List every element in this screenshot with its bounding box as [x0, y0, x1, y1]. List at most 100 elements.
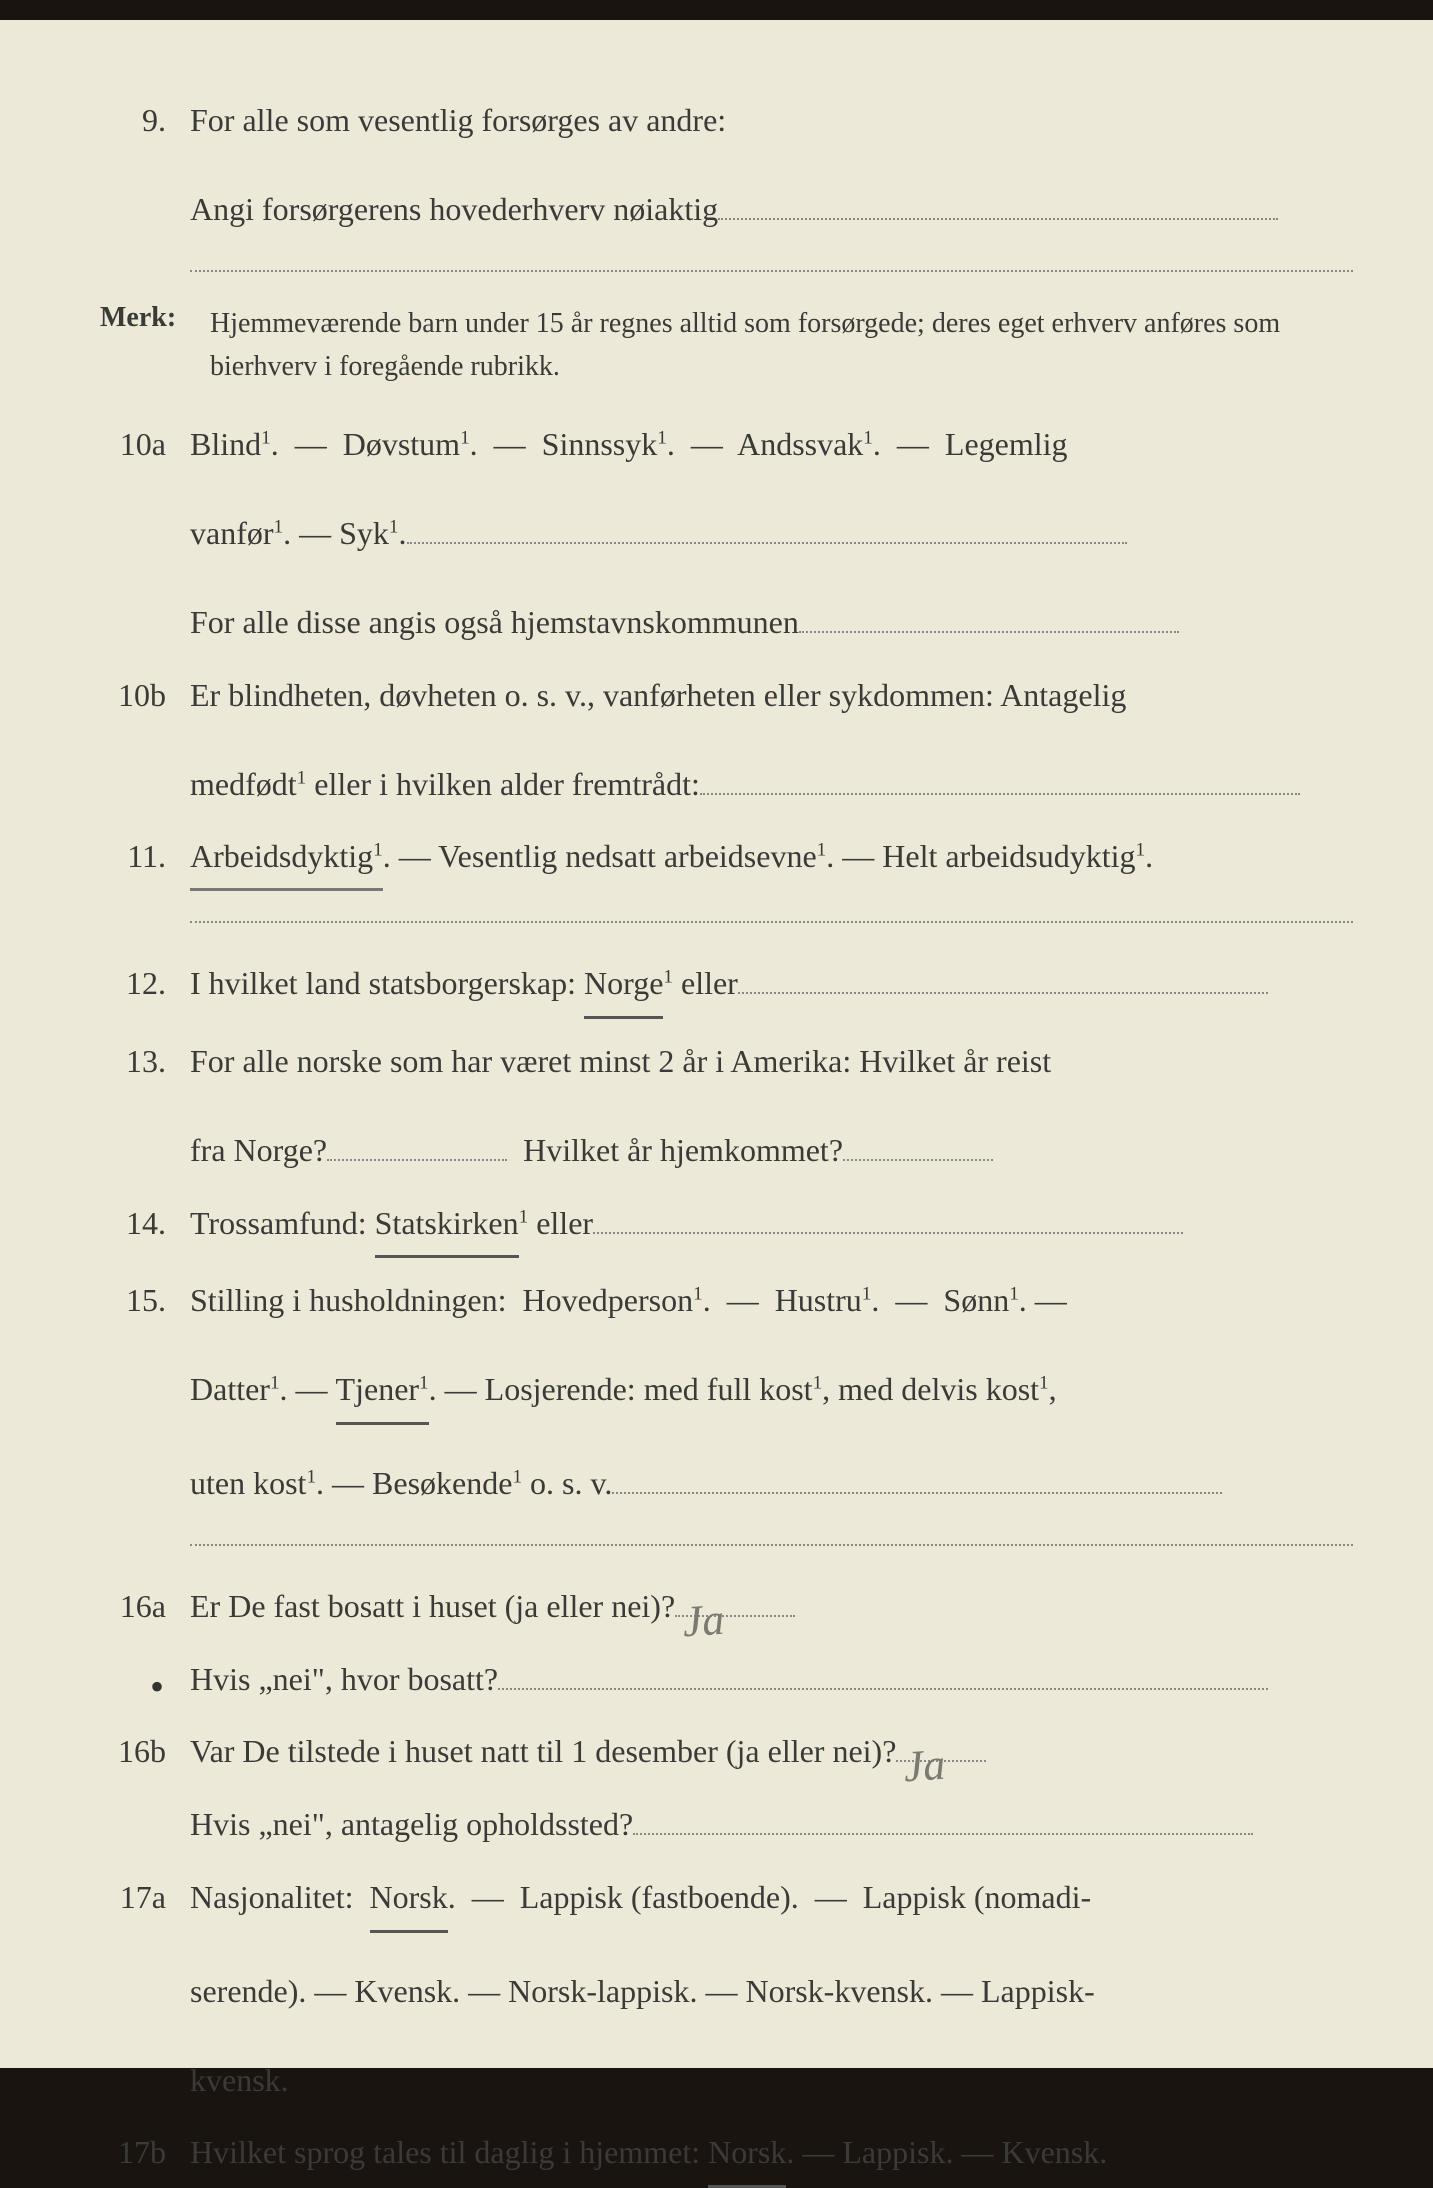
- q9-line1: For alle som vesentlig forsørges av andr…: [190, 90, 1343, 151]
- q14-content: Trossamfund: Statskirken1 eller: [190, 1193, 1353, 1259]
- q13: 13. For alle norske som har været minst …: [100, 1031, 1353, 1181]
- q12: 12. I hvilket land statsborgerskap: Norg…: [100, 953, 1353, 1019]
- q11-opt1: Arbeidsdyktig: [190, 838, 373, 874]
- q14-blank[interactable]: [593, 1232, 1183, 1234]
- q10b-rest: eller i hvilken alder fremtrådt:: [306, 766, 700, 802]
- q10a-blank2[interactable]: [799, 631, 1179, 633]
- q13-blank2[interactable]: [843, 1159, 993, 1161]
- merk-text: Hjemmeværende barn under 15 år regnes al…: [210, 302, 1353, 389]
- q15-number: 15.: [100, 1270, 190, 1513]
- q10a-blank[interactable]: [407, 542, 1127, 544]
- q11-number: 11.: [100, 826, 190, 891]
- q9-line2: Angi forsørgerens hovederhverv nøiaktig: [190, 179, 1343, 240]
- q16a-number: 16a: [100, 1576, 190, 1637]
- q17a-norsk-underlined: Norsk: [370, 1867, 448, 1933]
- q12-eller: eller: [673, 965, 738, 1001]
- q17b: 17b Hvilket sprog tales til daglig i hje…: [100, 2122, 1353, 2188]
- q15-sonn: Sønn: [943, 1282, 1009, 1318]
- merk-label: Merk:: [100, 302, 210, 389]
- q9: 9. For alle som vesentlig forsørges av a…: [100, 90, 1353, 240]
- q10b-medfodt: medfødt: [190, 766, 297, 802]
- q16b-hvis-blank[interactable]: [633, 1833, 1253, 1835]
- q13-fra: fra Norge?: [190, 1132, 327, 1168]
- q16b-answer-blank[interactable]: Ja: [896, 1760, 986, 1762]
- q17a-content: Nasjonalitet: Norsk. — Lappisk (fastboen…: [190, 1867, 1353, 2110]
- opt-sinnssyk: Sinnssyk: [542, 426, 658, 462]
- q15-hovedperson: Hovedperson: [522, 1282, 693, 1318]
- q10a-line3: For alle disse angis også hjemstavnskomm…: [190, 592, 1343, 653]
- q16a-hvis-num: [100, 1649, 190, 1710]
- q16b-content: Var De tilstede i huset natt til 1 desem…: [190, 1721, 1353, 1782]
- q17a-line2: serende). — Kvensk. — Norsk-lappisk. — N…: [190, 1961, 1343, 2022]
- q11-opt1-underlined: Arbeidsdyktig1: [190, 826, 383, 891]
- q13-line1: For alle norske som har været minst 2 år…: [190, 1031, 1343, 1092]
- q17b-norsk: Norsk: [708, 2134, 786, 2170]
- opt-blind: Blind: [190, 426, 261, 462]
- q15-label: Stilling i husholdningen:: [190, 1282, 514, 1318]
- q10a-line2: vanfør1. — Syk1.: [190, 503, 1343, 564]
- q17a: 17a Nasjonalitet: Norsk. — Lappisk (fast…: [100, 1867, 1353, 2110]
- q15-line2: Datter1. — Tjener1. — Losjerende: med fu…: [190, 1359, 1343, 1425]
- q17b-text: Hvilket sprog tales til daglig i hjemmet…: [190, 2134, 708, 2170]
- q17a-norsk-lapp: Norsk-lappisk: [508, 1973, 689, 2009]
- q16b-question: Var De tilstede i huset natt til 1 desem…: [190, 1733, 896, 1769]
- q16b-answer-hand: Ja: [901, 1723, 948, 1809]
- q10b-blank[interactable]: [700, 793, 1300, 795]
- q16a-hvis-blank[interactable]: [498, 1688, 1268, 1690]
- q16b-hvis-row: Hvis „nei", antagelig opholdssted?: [100, 1794, 1353, 1855]
- q15-full: med full kost: [644, 1371, 813, 1407]
- q12-content: I hvilket land statsborgerskap: Norge1 e…: [190, 953, 1353, 1019]
- q15-tjener: Tjener: [336, 1371, 420, 1407]
- q17a-lapp-nomad-b: serende): [190, 1973, 298, 2009]
- q10a-line3-text: For alle disse angis også hjemstavnskomm…: [190, 604, 799, 640]
- opt-legemlig: Legemlig: [945, 426, 1068, 462]
- q16b-hvis: Hvis „nei", antagelig opholdssted?: [190, 1806, 633, 1842]
- q15-besok: Besøkende: [372, 1465, 512, 1501]
- q16a-answer-blank[interactable]: Ja: [675, 1615, 795, 1617]
- q17b-kvensk: Kvensk: [1001, 2134, 1099, 2170]
- q11-opt3: Helt arbeidsudyktig: [882, 838, 1135, 874]
- q10b: 10b Er blindheten, døvheten o. s. v., va…: [100, 665, 1353, 815]
- q17b-number: 17b: [100, 2122, 190, 2188]
- q15-blank[interactable]: [612, 1492, 1222, 1494]
- q15: 15. Stilling i husholdningen: Hovedperso…: [100, 1270, 1353, 1513]
- q15-hustru: Hustru: [775, 1282, 862, 1318]
- q16a: 16a Er De fast bosatt i huset (ja eller …: [100, 1576, 1353, 1637]
- q11: 11. Arbeidsdyktig1. — Vesentlig nedsatt …: [100, 826, 1353, 891]
- q12-number: 12.: [100, 953, 190, 1019]
- opt-andssvak: Andssvak: [737, 426, 863, 462]
- q10a-line1: Blind1. — Døvstum1. — Sinnssyk1. — Andss…: [190, 414, 1343, 475]
- q17a-lapp-kvensk-a: Lappisk-: [981, 1973, 1095, 2009]
- divider-3: [190, 1544, 1353, 1546]
- q13-number: 13.: [100, 1031, 190, 1181]
- q13-blank1[interactable]: [327, 1159, 507, 1161]
- q15-losj: Losjerende:: [485, 1371, 644, 1407]
- q11-opt2: Vesentlig nedsatt arbeidsevne: [438, 838, 817, 874]
- q17b-content: Hvilket sprog tales til daglig i hjemmet…: [190, 2122, 1353, 2188]
- q17a-kvensk: Kvensk: [354, 1973, 452, 2009]
- q13-line2: fra Norge? Hvilket år hjemkommet?: [190, 1120, 1343, 1181]
- q12-blank[interactable]: [738, 992, 1268, 994]
- q17a-norsk: Norsk: [370, 1879, 448, 1915]
- q15-datter: Datter: [190, 1371, 270, 1407]
- q10b-number: 10b: [100, 665, 190, 815]
- q17b-lappisk: Lappisk: [842, 2134, 945, 2170]
- q16b-hvis-content: Hvis „nei", antagelig opholdssted?: [190, 1794, 1353, 1855]
- opt-syk: Syk: [339, 515, 389, 551]
- q15-osv: o. s. v.: [522, 1465, 612, 1501]
- divider: [190, 270, 1353, 272]
- q16a-question: Er De fast bosatt i huset (ja eller nei)…: [190, 1588, 675, 1624]
- q9-blank[interactable]: [718, 218, 1278, 220]
- q10b-line2: medfødt1 eller i hvilken alder fremtrådt…: [190, 754, 1343, 815]
- q16b-number: 16b: [100, 1721, 190, 1782]
- q16b-hvis-num: [100, 1794, 190, 1855]
- q16a-content: Er De fast bosatt i huset (ja eller nei)…: [190, 1576, 1353, 1637]
- q16b: 16b Var De tilstede i huset natt til 1 d…: [100, 1721, 1353, 1782]
- q12-norge-underlined: Norge: [584, 953, 663, 1019]
- q13-hjemkommet: Hvilket år hjemkommet?: [523, 1132, 843, 1168]
- q17a-number: 17a: [100, 1867, 190, 2110]
- q9-content: For alle som vesentlig forsørges av andr…: [190, 90, 1353, 240]
- q14-label: Trossamfund:: [190, 1205, 375, 1241]
- q13-content: For alle norske som har været minst 2 år…: [190, 1031, 1353, 1181]
- q15-uten: uten kost: [190, 1465, 306, 1501]
